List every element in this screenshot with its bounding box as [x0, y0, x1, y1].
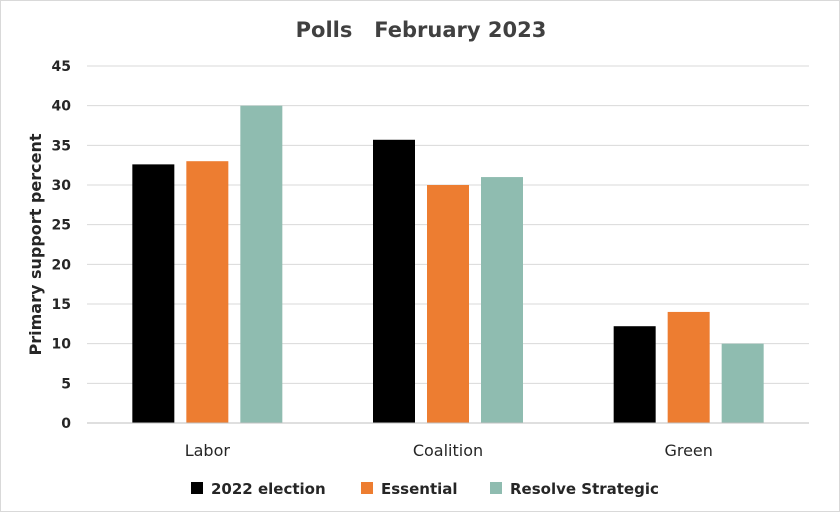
- legend-swatch: [490, 482, 502, 494]
- y-tick-label: 30: [52, 178, 72, 194]
- y-tick-label: 35: [52, 138, 71, 154]
- bars: [132, 105, 764, 424]
- legend-label: 2022 election: [211, 480, 326, 498]
- y-tick-label: 5: [61, 376, 71, 392]
- bar-green-2: [721, 343, 764, 423]
- y-tick-label: 0: [61, 416, 71, 432]
- legend: 2022 election Essential Resolve Strategic: [191, 480, 659, 498]
- y-tick-label: 10: [52, 337, 72, 353]
- bar-labor-2: [240, 105, 283, 424]
- y-tick-label: 15: [52, 297, 71, 313]
- legend-label: Essential: [381, 480, 458, 498]
- bar-coalition-2: [481, 177, 523, 423]
- chart-title: Polls February 2023: [296, 18, 547, 42]
- y-axis-ticks: 0 5 10 15 20 25 30 35 40 45: [52, 59, 72, 432]
- bar-labor-0: [132, 164, 175, 423]
- legend-swatch: [361, 482, 373, 494]
- bar-labor-1: [186, 161, 229, 423]
- bar-green-1: [667, 311, 710, 423]
- bar-green-0: [613, 326, 656, 423]
- y-tick-label: 20: [52, 257, 72, 273]
- bar-coalition-1: [427, 185, 469, 423]
- x-category-label: Green: [664, 441, 712, 460]
- y-tick-label: 45: [52, 59, 71, 75]
- y-tick-label: 40: [52, 99, 72, 115]
- bar-coalition-0: [373, 139, 415, 423]
- legend-label: Resolve Strategic: [510, 480, 659, 498]
- x-category-label: Coalition: [413, 441, 483, 460]
- x-category-label: Labor: [185, 441, 231, 460]
- legend-swatch: [191, 482, 203, 494]
- y-axis-title: Primary support percent: [26, 133, 45, 355]
- y-tick-label: 25: [52, 218, 71, 234]
- x-axis-categories: Labor Coalition Green: [185, 441, 713, 460]
